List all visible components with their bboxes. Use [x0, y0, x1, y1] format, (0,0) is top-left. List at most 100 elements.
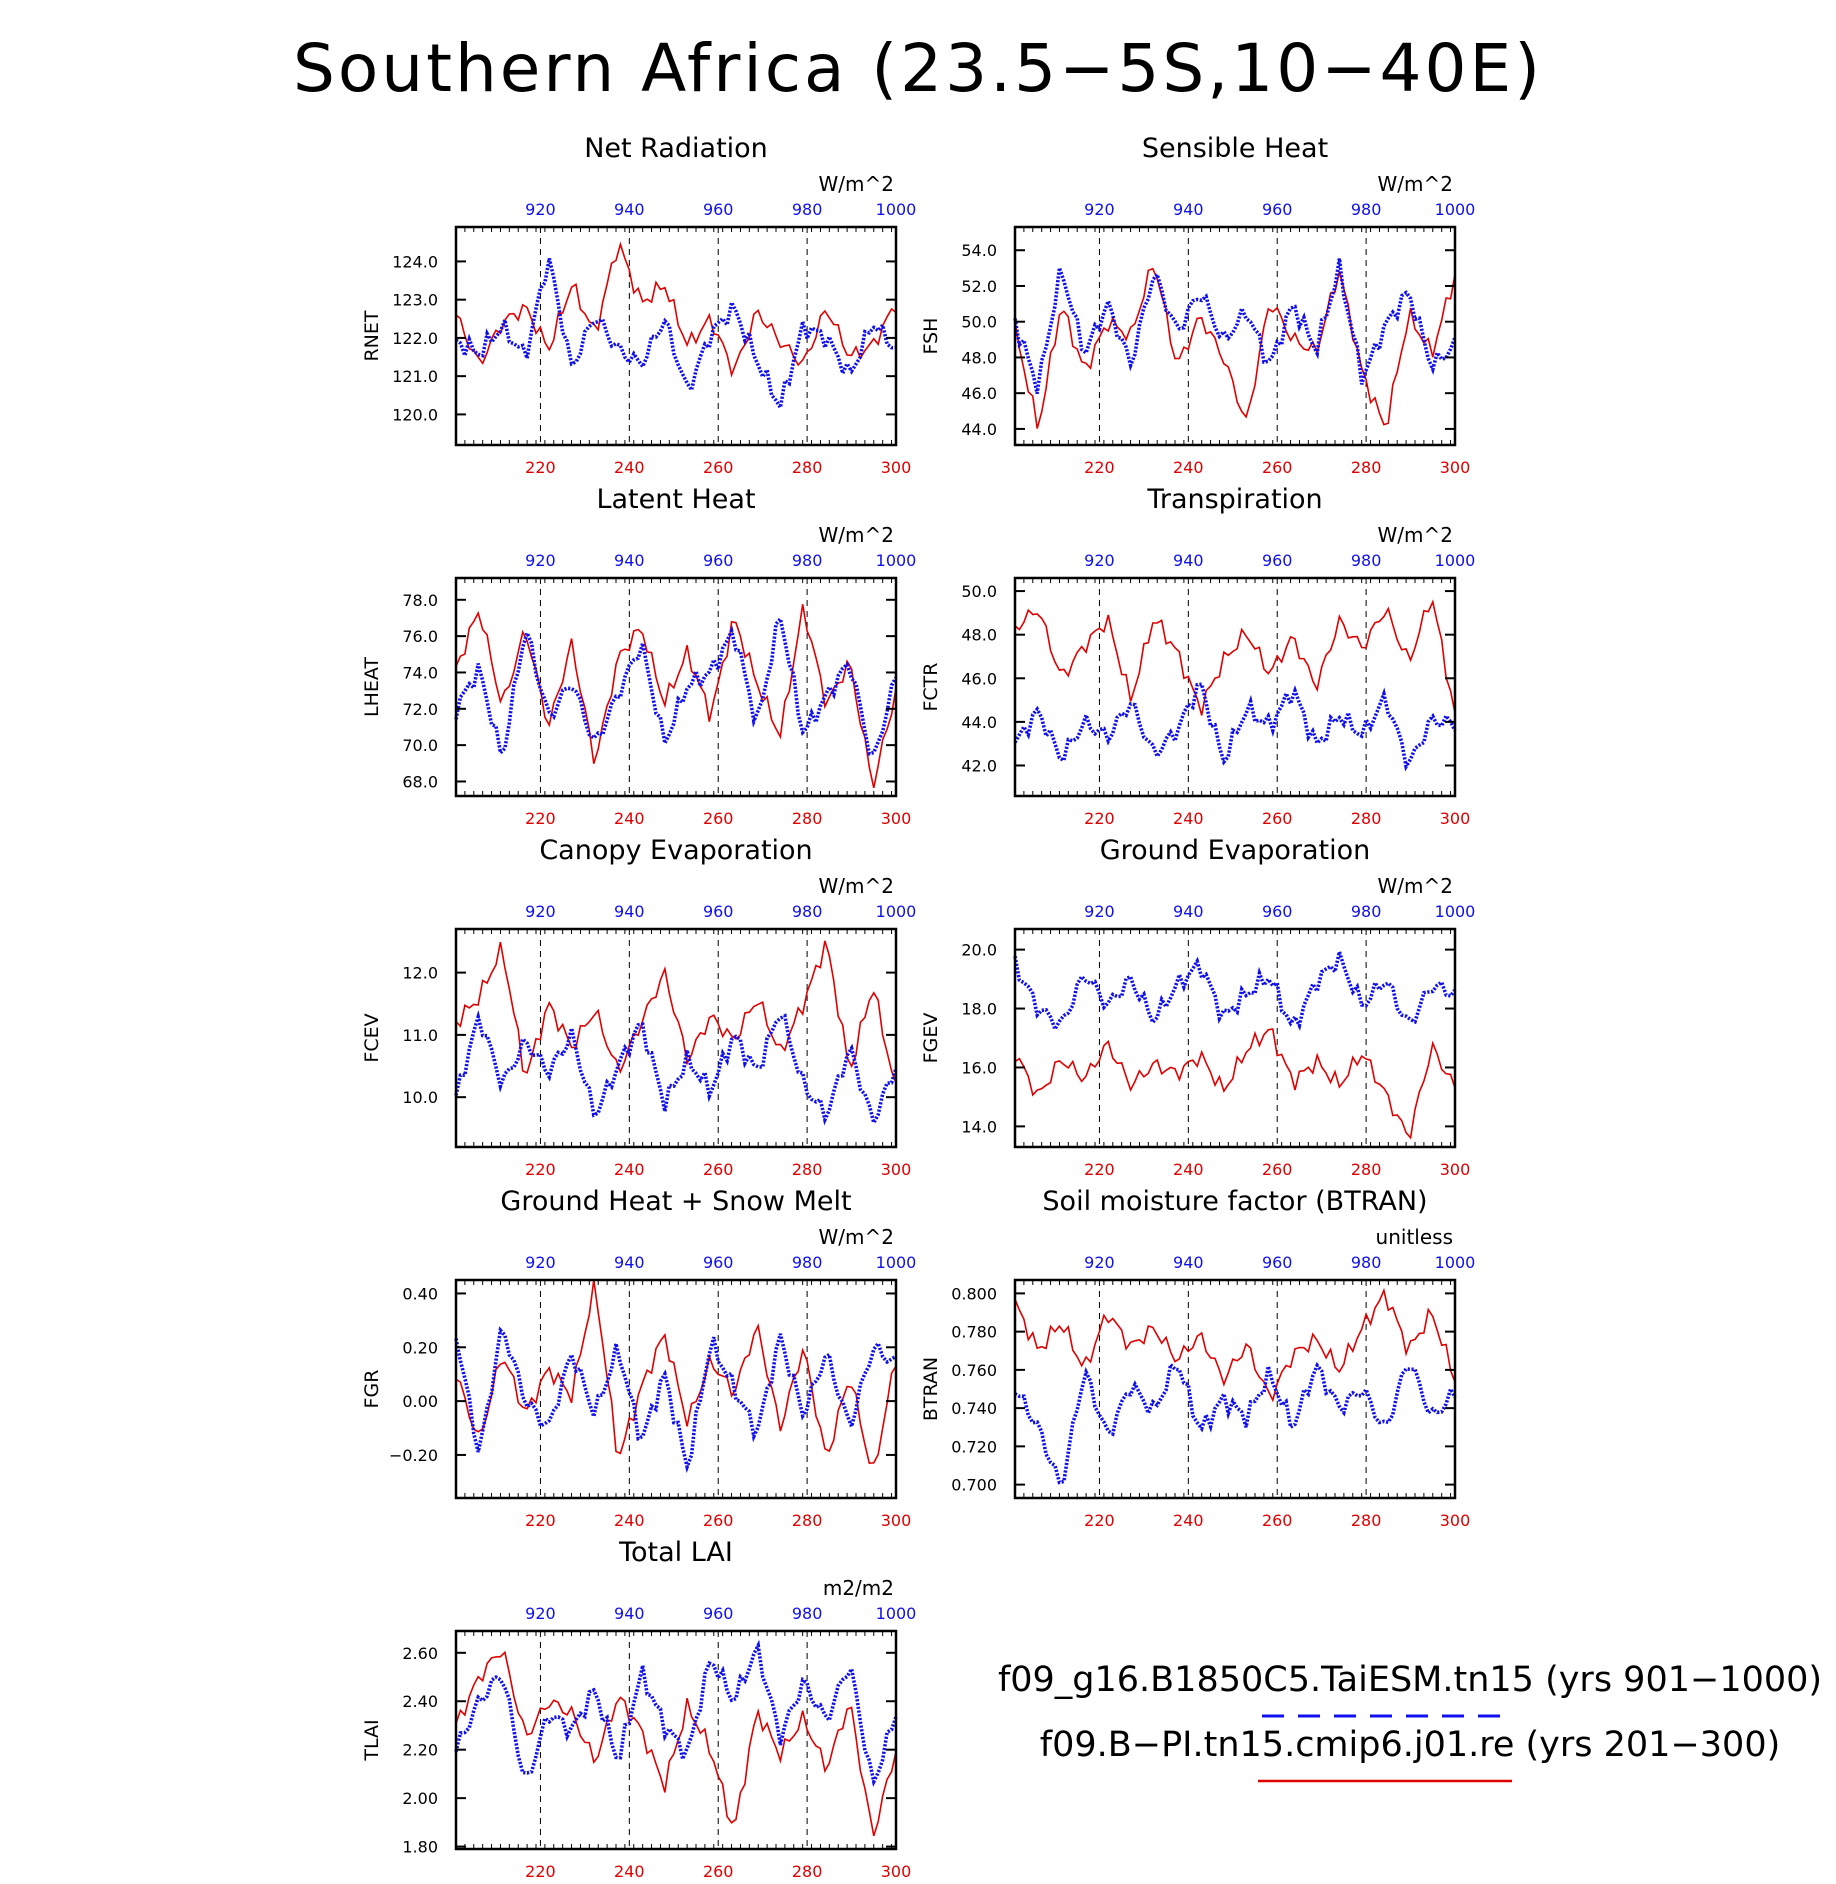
units-label: W/m^2 — [819, 523, 894, 547]
x-tick-label-bottom: 280 — [792, 809, 823, 828]
x-tick-label-top: 960 — [703, 1604, 734, 1623]
y-axis-label: BTRAN — [920, 1357, 942, 1421]
panel-title: Net Radiation — [584, 133, 768, 164]
x-tick-label-top: 960 — [703, 902, 734, 921]
x-tick-label-top: 1000 — [876, 551, 917, 570]
series-line-blue — [1013, 682, 1457, 772]
y-tick-label: 46.0 — [961, 669, 997, 688]
x-tick-label-bottom: 300 — [881, 1862, 912, 1881]
x-tick-label-top: 940 — [1173, 1253, 1204, 1272]
y-tick-label: 2.40 — [402, 1692, 438, 1711]
plot-frame — [454, 1278, 898, 1500]
panel-title: Transpiration — [1146, 484, 1322, 515]
y-tick-label: 1.80 — [402, 1838, 438, 1857]
x-tick-label-top: 940 — [1173, 902, 1204, 921]
y-tick-label: 0.20 — [402, 1338, 438, 1357]
x-tick-label-bottom: 260 — [1262, 458, 1293, 477]
y-tick-label: −0.20 — [389, 1446, 438, 1465]
series-line-red — [455, 1279, 897, 1465]
x-tick-label-bottom: 280 — [1351, 458, 1382, 477]
x-tick-label-top: 940 — [1173, 200, 1204, 219]
series-line-red — [1014, 267, 1456, 429]
panel-title: Canopy Evaporation — [539, 835, 812, 866]
x-tick-label-bottom: 220 — [1084, 458, 1115, 477]
x-tick-label-top: 980 — [792, 902, 823, 921]
series-line-red — [455, 940, 897, 1084]
panel-title: Latent Heat — [596, 484, 755, 515]
y-axis-label: LHEAT — [361, 657, 383, 717]
x-tick-label-top: 920 — [525, 551, 556, 570]
units-label: unitless — [1376, 1225, 1453, 1249]
y-tick-label: 70.0 — [402, 736, 438, 755]
x-tick-label-bottom: 300 — [881, 1160, 912, 1179]
x-tick-label-bottom: 240 — [1173, 1160, 1204, 1179]
y-tick-label: 48.0 — [961, 626, 997, 645]
x-tick-label-top: 1000 — [876, 200, 917, 219]
y-tick-label: 10.0 — [402, 1088, 438, 1107]
series-line-blue — [1013, 258, 1457, 394]
units-label: W/m^2 — [1378, 172, 1453, 196]
units-label: W/m^2 — [1378, 874, 1453, 898]
series-line-red — [1014, 599, 1456, 716]
x-tick-label-top: 1000 — [1435, 1253, 1476, 1272]
x-tick-label-top: 940 — [614, 1604, 645, 1623]
chart-panel-tlai: Total LAI m2/m2 TLAI 1.80 2.00 2.20 2.40 2.60 22… — [361, 1537, 916, 1881]
x-tick-label-bottom: 280 — [1351, 1160, 1382, 1179]
x-tick-label-top: 940 — [614, 902, 645, 921]
y-axis-label: RNET — [361, 310, 383, 361]
x-tick-label-bottom: 280 — [792, 458, 823, 477]
series-line-blue — [454, 1639, 898, 1788]
x-tick-label-bottom: 220 — [525, 1160, 556, 1179]
y-tick-label: 18.0 — [961, 1000, 997, 1019]
y-tick-label: 78.0 — [402, 591, 438, 610]
x-tick-label-bottom: 220 — [525, 458, 556, 477]
plot-frame — [1013, 225, 1457, 447]
x-tick-label-top: 940 — [614, 1253, 645, 1272]
y-tick-label: 46.0 — [961, 384, 997, 403]
y-tick-label: 72.0 — [402, 700, 438, 719]
y-tick-label: 0.700 — [951, 1476, 997, 1495]
x-tick-label-bottom: 220 — [1084, 809, 1115, 828]
x-tick-label-bottom: 260 — [703, 1511, 734, 1530]
plot-frame — [454, 1629, 898, 1851]
series-line-blue — [1014, 1360, 1457, 1485]
x-tick-label-top: 960 — [1262, 551, 1293, 570]
x-tick-label-bottom: 300 — [1440, 1160, 1471, 1179]
x-tick-label-bottom: 260 — [1262, 1511, 1293, 1530]
legend-entry-red: f09.B−PI.tn15.cmip6.j01.re (yrs 201−300) — [960, 1725, 1836, 1765]
x-tick-label-top: 920 — [525, 902, 556, 921]
series-line-red — [455, 241, 897, 378]
y-tick-label: 120.0 — [392, 405, 438, 424]
x-tick-label-bottom: 220 — [525, 1511, 556, 1530]
y-axis-label: TLAI — [361, 1719, 383, 1761]
x-tick-label-bottom: 240 — [614, 1862, 645, 1881]
x-tick-label-top: 920 — [1084, 200, 1115, 219]
x-tick-label-bottom: 220 — [525, 809, 556, 828]
x-tick-label-bottom: 260 — [703, 1160, 734, 1179]
y-tick-label: 0.740 — [951, 1399, 997, 1418]
y-tick-label: 124.0 — [392, 252, 438, 271]
y-tick-label: 11.0 — [402, 1026, 438, 1045]
y-tick-label: 68.0 — [402, 772, 438, 791]
y-tick-label: 76.0 — [402, 627, 438, 646]
x-tick-label-bottom: 240 — [614, 1160, 645, 1179]
x-tick-label-top: 980 — [792, 1604, 823, 1623]
y-tick-label: 52.0 — [961, 277, 997, 296]
x-tick-label-bottom: 300 — [1440, 809, 1471, 828]
y-axis-label: FGEV — [920, 1013, 942, 1064]
units-label: W/m^2 — [1378, 523, 1453, 547]
x-tick-label-top: 960 — [1262, 1253, 1293, 1272]
y-tick-label: 0.780 — [951, 1323, 997, 1342]
x-tick-label-bottom: 280 — [792, 1160, 823, 1179]
x-tick-label-top: 960 — [703, 200, 734, 219]
y-axis-label: FSH — [920, 318, 942, 355]
chart-panel-fgr: Ground Heat + Snow Melt W/m^2 FGR −0.20 0.00… — [361, 1186, 916, 1530]
plot-frame — [1013, 927, 1457, 1149]
plot-frame — [454, 576, 898, 798]
x-tick-label-top: 920 — [1084, 1253, 1115, 1272]
y-tick-label: 2.00 — [402, 1789, 438, 1808]
y-tick-label: 12.0 — [402, 964, 438, 983]
y-tick-label: 0.40 — [402, 1284, 438, 1303]
panel-title: Total LAI — [618, 1537, 733, 1568]
